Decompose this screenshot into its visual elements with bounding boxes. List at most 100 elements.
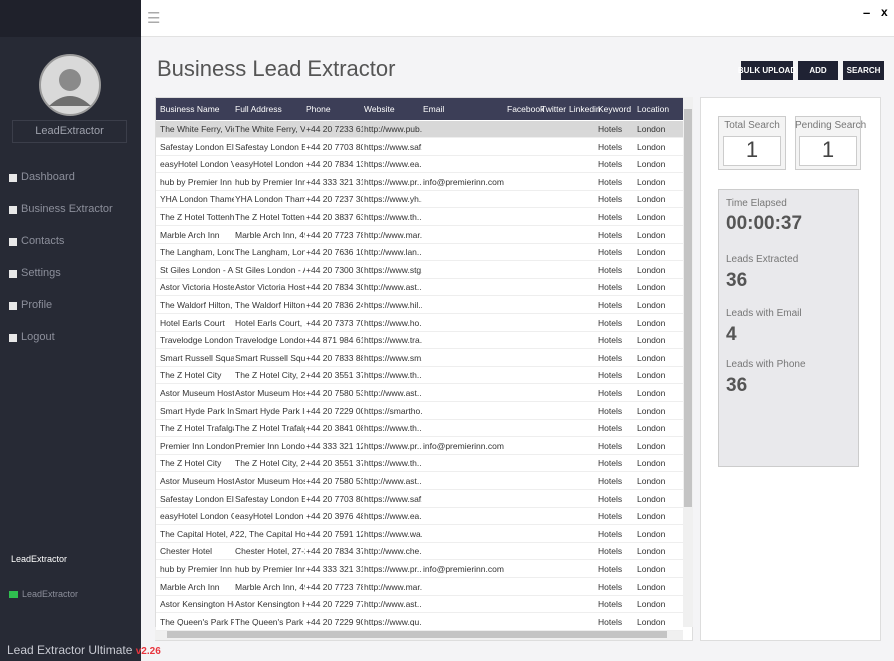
table-row[interactable] xyxy=(156,244,683,262)
table-cell: Travelodge London ... xyxy=(235,335,305,346)
menu-item[interactable]: Profile xyxy=(21,299,53,311)
table-row[interactable] xyxy=(156,279,683,297)
table-cell: Astor Museum Hostel xyxy=(160,476,234,486)
table-cell: The Z Hotel City, 24 ... xyxy=(235,370,305,381)
table-cell: https://www.th... xyxy=(364,212,422,222)
table-row[interactable] xyxy=(156,613,683,631)
table-cell: Hotels xyxy=(598,370,623,381)
table-cell: Chester Hotel xyxy=(160,546,212,557)
menu-item[interactable]: Contacts xyxy=(21,235,65,247)
menu-item[interactable]: Dashboard xyxy=(21,171,75,183)
search-button[interactable]: SEARCH xyxy=(843,61,884,80)
menu-toggle[interactable]: ☰ xyxy=(147,10,161,27)
table-row[interactable] xyxy=(156,455,683,473)
menu-item[interactable]: Settings xyxy=(21,267,61,279)
table-cell: easyHotel London Vi... xyxy=(235,159,305,170)
table-row[interactable] xyxy=(156,402,683,420)
table-cell: London xyxy=(637,229,666,240)
table-row[interactable] xyxy=(156,508,683,526)
table-row[interactable] xyxy=(156,173,683,191)
minimize[interactable]: – xyxy=(863,5,871,20)
table-cell: Astor Museum Host... xyxy=(235,476,305,486)
table-row[interactable] xyxy=(156,314,683,332)
bulk-upload-button[interactable]: BULK UPLOAD xyxy=(738,61,796,80)
table-cell: The White Ferry, Vict... xyxy=(235,124,305,134)
table-row[interactable] xyxy=(156,385,683,402)
column-header[interactable]: Linkedin xyxy=(569,104,601,114)
table-row[interactable] xyxy=(156,490,683,508)
table-cell: Hotels xyxy=(598,388,623,398)
table-row[interactable] xyxy=(156,297,683,314)
table-cell: London xyxy=(637,352,666,363)
table-cell: +44 20 3837 6300 xyxy=(306,212,363,222)
leads-extracted: 36 xyxy=(726,270,748,291)
table-cell: Hotels xyxy=(598,599,623,610)
table-row[interactable] xyxy=(156,596,683,614)
table-row[interactable] xyxy=(156,578,683,596)
table-row[interactable] xyxy=(156,420,683,438)
column-header[interactable]: Keyword xyxy=(598,104,632,114)
column-header[interactable]: Location xyxy=(637,104,670,114)
column-header[interactable]: Twitter xyxy=(541,104,567,114)
column-header[interactable]: Website xyxy=(364,104,395,114)
table-cell: The Z Hotel City, 24 ... xyxy=(235,458,305,469)
table-cell: London xyxy=(637,546,666,557)
column-header[interactable]: Email xyxy=(423,104,445,114)
table-cell: https://www.wa... xyxy=(364,528,422,539)
title-bar: ☰ – x xyxy=(141,0,894,37)
table-row[interactable] xyxy=(156,121,683,138)
table-cell: Hotels xyxy=(598,229,623,240)
table-cell: Hotels xyxy=(598,335,623,346)
table-row[interactable] xyxy=(156,349,683,367)
table-cell: London xyxy=(637,317,666,328)
table-cell: http://www.lan... xyxy=(364,247,422,258)
table-row[interactable] xyxy=(156,525,683,543)
table-row[interactable] xyxy=(156,156,683,174)
table-cell: Hotels xyxy=(598,300,623,310)
menu-item[interactable]: Business Extractor xyxy=(21,203,113,215)
table-cell: https://www.pr... xyxy=(364,564,422,574)
time-elapsed: 00:00:37 xyxy=(726,213,803,234)
table-row[interactable] xyxy=(156,191,683,209)
table-row[interactable] xyxy=(156,473,683,490)
table-cell: London xyxy=(637,458,666,469)
table-row[interactable] xyxy=(156,367,683,385)
table-row[interactable] xyxy=(156,138,683,156)
table-cell: Smart Russell Square ... xyxy=(160,352,234,363)
footer-item[interactable]: LeadExtractor xyxy=(22,589,79,599)
table-cell: +44 20 7636 1000 xyxy=(306,247,363,258)
table-cell: https://www.th... xyxy=(364,458,422,469)
table-row[interactable] xyxy=(156,332,683,350)
mail-icon xyxy=(9,591,18,598)
table-cell: +44 20 7237 3095 xyxy=(306,194,363,205)
table-cell: +44 20 7591 1200 xyxy=(306,528,363,539)
table-row[interactable] xyxy=(156,261,683,279)
table-cell: +44 20 7580 5360 xyxy=(306,476,363,486)
table-row[interactable] xyxy=(156,437,683,455)
table-cell: Hotels xyxy=(598,405,623,416)
table-row[interactable] xyxy=(156,543,683,561)
table-cell: Hotels xyxy=(598,124,623,134)
table-cell: London xyxy=(637,388,666,398)
table-row[interactable] xyxy=(156,209,683,226)
menu-item[interactable]: Logout xyxy=(21,331,55,343)
table-cell: +44 20 7834 3077 xyxy=(306,282,363,293)
column-header[interactable]: Business Name xyxy=(160,104,220,114)
table-cell: Safestay London Elep... xyxy=(160,141,234,152)
add-button[interactable]: ADD xyxy=(798,61,838,80)
table-cell: Chester Hotel, 27-29... xyxy=(235,546,305,557)
column-header[interactable]: Phone xyxy=(306,104,331,114)
table-cell: +44 333 321 3104 xyxy=(306,176,363,187)
table-cell: London xyxy=(637,264,666,275)
table-row[interactable] xyxy=(156,561,683,578)
close[interactable]: x xyxy=(881,5,888,19)
column-header[interactable]: Full Address xyxy=(235,104,282,114)
column-header[interactable]: Facebook xyxy=(507,104,545,114)
sidebar-top xyxy=(0,0,141,37)
v-scrollbar[interactable] xyxy=(683,97,693,627)
table-cell: https://www.hil... xyxy=(364,300,422,310)
table-row[interactable] xyxy=(156,226,683,244)
table-cell: London xyxy=(637,423,666,434)
table-cell: London xyxy=(637,176,666,187)
